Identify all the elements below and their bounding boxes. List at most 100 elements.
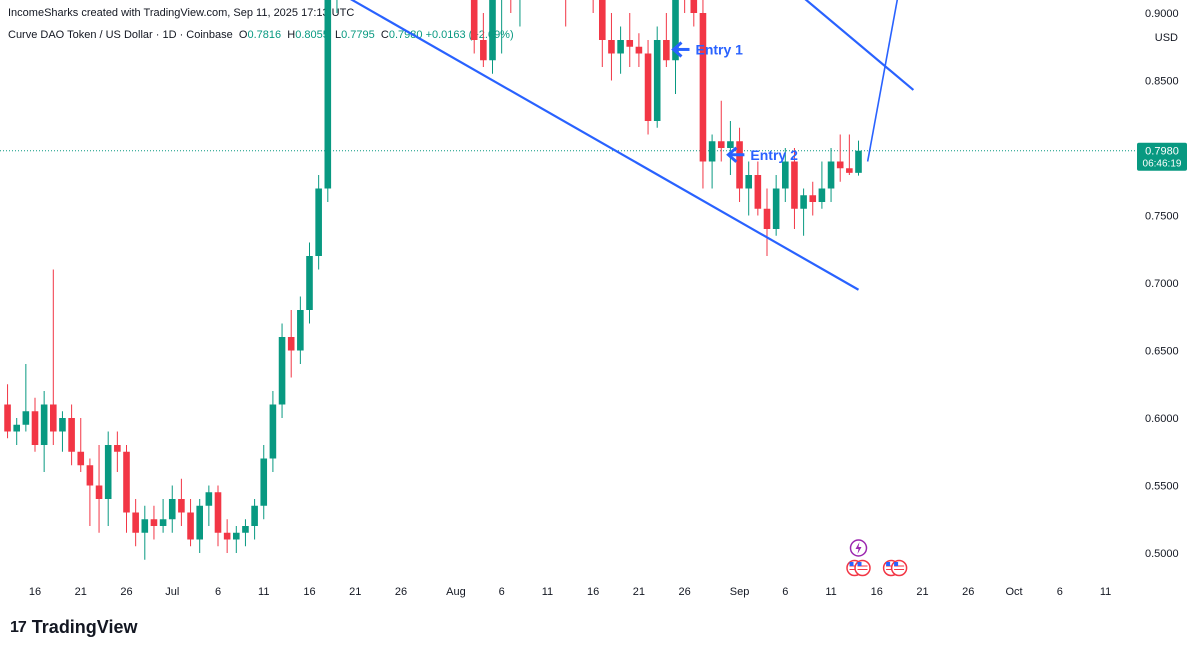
candle-body[interactable] — [40, 404, 48, 446]
x-tick-label: Sep — [730, 586, 750, 598]
us-flag-event-icon[interactable] — [890, 559, 908, 577]
x-tick-label: 16 — [871, 586, 883, 598]
candle-body[interactable] — [269, 404, 277, 459]
close-value: 0.7980 — [388, 29, 423, 41]
x-tick-label: Jul — [165, 586, 179, 598]
x-tick-label: 11 — [825, 586, 836, 598]
candle-body[interactable] — [178, 499, 185, 513]
candle-body[interactable] — [95, 485, 103, 500]
candle-body[interactable] — [233, 532, 240, 540]
candle-body[interactable] — [763, 208, 771, 229]
entry-label[interactable]: Entry 2 — [750, 147, 798, 163]
candle-body[interactable] — [599, 0, 606, 40]
candle-body[interactable] — [809, 195, 817, 202]
candle-body[interactable] — [489, 0, 496, 61]
candle-body[interactable] — [782, 161, 789, 189]
candle-body[interactable] — [836, 161, 844, 169]
candle-body[interactable] — [159, 519, 167, 526]
low-label: L — [334, 29, 342, 41]
currency-label[interactable]: USD — [1154, 32, 1178, 44]
candle-body[interactable] — [608, 40, 615, 54]
candle-body[interactable] — [278, 337, 286, 405]
x-tick-label: Oct — [1005, 586, 1022, 598]
candle-body[interactable] — [736, 141, 743, 189]
candle-body[interactable] — [727, 141, 734, 148]
candle-body[interactable] — [287, 337, 295, 351]
entry-arrow-icon — [671, 41, 683, 58]
upper-channel-line[interactable] — [355, 0, 915, 91]
candle-body[interactable] — [168, 499, 176, 520]
y-tick-label: 0.9000 — [1145, 8, 1179, 20]
candle-body[interactable] — [86, 465, 94, 486]
candle-body[interactable] — [690, 0, 698, 13]
candle-body[interactable] — [846, 168, 853, 173]
y-tick-label: 0.8500 — [1145, 76, 1179, 88]
candle-body[interactable] — [150, 519, 158, 526]
lightning-bolt-icon — [855, 542, 862, 554]
candle-body[interactable] — [626, 40, 634, 47]
candle-body[interactable] — [306, 256, 313, 310]
candle-body[interactable] — [196, 505, 203, 540]
open-value: 0.7816 — [247, 29, 282, 41]
y-tick-label: 0.6000 — [1145, 413, 1179, 425]
us-flag-event-icon[interactable] — [854, 559, 871, 577]
candle-body[interactable] — [13, 424, 20, 432]
candle-body[interactable] — [187, 512, 194, 540]
candle-body[interactable] — [260, 458, 268, 506]
candle-body[interactable] — [31, 411, 39, 445]
y-tick-label: 0.7000 — [1145, 278, 1179, 290]
low-value: 0.7795 — [341, 29, 375, 41]
entry-label[interactable]: Entry 1 — [696, 41, 744, 57]
candle-body[interactable] — [104, 445, 112, 499]
candle-body[interactable] — [480, 40, 487, 61]
candle-body[interactable] — [717, 141, 725, 148]
symbol-title: Curve DAO Token / US Dollar · 1D · Coinb… — [8, 29, 233, 41]
candle-body[interactable] — [818, 188, 826, 203]
candle-body[interactable] — [800, 195, 807, 209]
candle-body[interactable] — [791, 161, 798, 209]
candle-body[interactable] — [315, 188, 322, 257]
candle-body[interactable] — [635, 46, 643, 54]
candle-body[interactable] — [324, 0, 332, 189]
x-tick-label: 16 — [587, 586, 599, 598]
candle-body[interactable] — [699, 13, 707, 162]
x-tick-label: 6 — [1057, 586, 1063, 598]
candle-body[interactable] — [708, 141, 716, 162]
candle-body[interactable] — [251, 505, 258, 526]
candle-body[interactable] — [653, 40, 661, 121]
candle-body[interactable] — [242, 526, 249, 533]
candle-body[interactable] — [132, 512, 139, 533]
entry-arrow-icon — [726, 146, 738, 163]
high-value: 0.8055 — [295, 29, 329, 41]
candle-body[interactable] — [141, 519, 149, 533]
candle-body[interactable] — [745, 175, 752, 189]
x-tick-label: 26 — [395, 586, 407, 598]
candle-body[interactable] — [123, 451, 130, 513]
candle-body[interactable] — [470, 0, 478, 40]
candle-body[interactable] — [214, 492, 222, 533]
candle-body[interactable] — [114, 445, 121, 452]
candle-body[interactable] — [68, 418, 75, 452]
candle-body[interactable] — [50, 404, 57, 432]
candle-body[interactable] — [22, 411, 30, 425]
candle-body[interactable] — [59, 418, 66, 432]
candle-body[interactable] — [827, 161, 835, 189]
candle-body[interactable] — [617, 40, 624, 54]
open-label: O — [238, 29, 248, 41]
candle-body[interactable] — [672, 0, 679, 61]
candle-body[interactable] — [855, 150, 862, 173]
flag-canton — [886, 562, 891, 566]
candle-body[interactable] — [754, 175, 762, 209]
candle-body[interactable] — [223, 532, 231, 540]
candle-body[interactable] — [644, 53, 652, 122]
projection-arrow[interactable] — [866, 0, 914, 162]
candle-body[interactable] — [772, 188, 780, 230]
candle-body[interactable] — [77, 451, 85, 466]
lower-channel-line[interactable] — [328, 0, 860, 291]
candle-body[interactable] — [205, 492, 213, 506]
attribution-text: IncomeSharks created with TradingView.co… — [8, 7, 355, 19]
candle-body[interactable] — [297, 310, 304, 351]
candle-body[interactable] — [663, 40, 670, 61]
candle-body[interactable] — [4, 404, 11, 432]
